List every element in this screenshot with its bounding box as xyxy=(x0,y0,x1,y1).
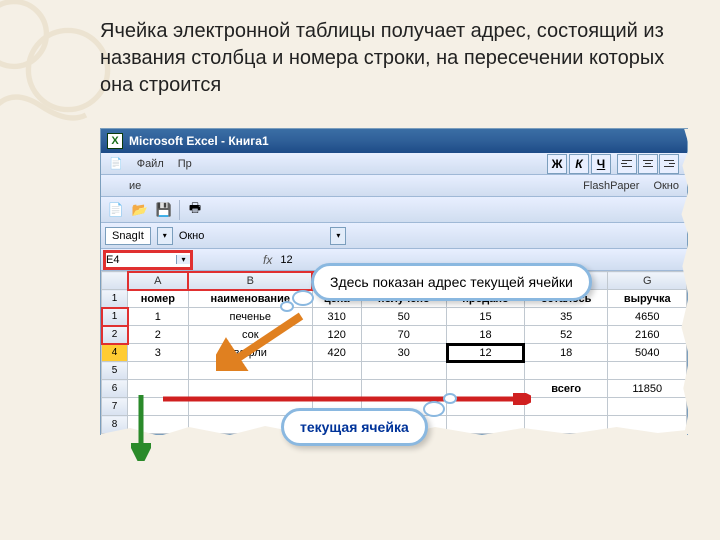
cell[interactable]: 3 xyxy=(128,344,189,362)
menu-doc-icon: 📄 xyxy=(109,157,123,170)
cell[interactable] xyxy=(447,362,525,380)
row-header-4[interactable]: 4 xyxy=(102,344,128,362)
callout-current-cell: текущая ячейка xyxy=(281,408,428,446)
cell[interactable]: 2160 xyxy=(608,326,687,344)
excel-screenshot: X Microsoft Excel - Книга1 📄 Файл Пр Ж К… xyxy=(100,128,688,435)
cell[interactable] xyxy=(361,362,447,380)
name-box-value: E4 xyxy=(106,254,119,266)
menu-window[interactable]: Окно xyxy=(653,180,679,192)
row-header[interactable]: 1 xyxy=(102,290,128,308)
cell[interactable]: 30 xyxy=(361,344,447,362)
cell[interactable] xyxy=(312,362,361,380)
col-header-a[interactable]: A xyxy=(128,272,189,290)
align-left-button[interactable] xyxy=(617,154,637,174)
new-icon[interactable]: 📄 xyxy=(105,199,127,221)
row-header[interactable]: 6 xyxy=(102,380,128,398)
cell[interactable] xyxy=(447,416,525,434)
row-header[interactable]: 1 xyxy=(102,308,128,326)
print-icon[interactable]: 🖶 xyxy=(184,199,206,221)
toolbar-standard: 📄 📂 💾 🖶 xyxy=(101,197,687,223)
table-row: 1 1 печенье 310 50 15 35 4650 xyxy=(102,308,687,326)
window-title: Microsoft Excel - Книга1 xyxy=(129,134,269,148)
bold-button[interactable]: Ж xyxy=(547,154,567,174)
italic-button[interactable]: К xyxy=(569,154,589,174)
save-icon[interactable]: 💾 xyxy=(153,199,175,221)
cell[interactable] xyxy=(128,362,189,380)
cell[interactable]: 310 xyxy=(312,308,361,326)
snagit-window[interactable]: Окно xyxy=(179,230,205,242)
menu-pr[interactable]: Пр xyxy=(178,158,192,170)
spreadsheet-grid: A B C D E F G 1 номер наименование цена … xyxy=(101,271,687,434)
menu-bar: 📄 Файл Пр Ж К Ч xyxy=(101,153,687,175)
cell[interactable]: 18 xyxy=(524,344,608,362)
table-row: 2 2 сок 120 70 18 52 2160 xyxy=(102,326,687,344)
row-header[interactable]: 2 xyxy=(102,326,128,344)
active-cell-e4[interactable]: 12 xyxy=(447,344,525,362)
cell[interactable]: 70 xyxy=(361,326,447,344)
cell[interactable] xyxy=(608,398,687,416)
cell[interactable]: 18 xyxy=(447,326,525,344)
table-row: 4 3 вафли 420 30 12 18 5040 xyxy=(102,344,687,362)
cell[interactable]: выручка xyxy=(608,290,687,308)
row-header[interactable]: 7 xyxy=(102,398,128,416)
cell[interactable] xyxy=(524,362,608,380)
select-all-corner[interactable] xyxy=(102,272,128,290)
row-header[interactable]: 5 xyxy=(102,362,128,380)
cell[interactable] xyxy=(524,398,608,416)
cell[interactable]: 1 xyxy=(128,308,189,326)
snagit-dropdown2-icon[interactable]: ▾ xyxy=(330,227,346,245)
total-label[interactable]: всего xyxy=(524,380,608,398)
name-box-dropdown-icon[interactable]: ▾ xyxy=(176,255,190,264)
callout-address: Здесь показан адрес текущей ячейки xyxy=(311,263,592,301)
row-header[interactable]: 8 xyxy=(102,416,128,434)
arrow-orange-icon xyxy=(216,311,306,371)
col-header-b[interactable]: B xyxy=(188,272,312,290)
snagit-dropdown-icon[interactable]: ▾ xyxy=(157,227,173,245)
cell[interactable]: 2 xyxy=(128,326,189,344)
cell[interactable] xyxy=(608,362,687,380)
arrow-green-icon xyxy=(131,393,151,461)
cell[interactable]: 35 xyxy=(524,308,608,326)
page-title: Ячейка электронной таблицы получает адре… xyxy=(100,18,690,99)
formula-value: 12 xyxy=(280,254,292,266)
cell[interactable]: 15 xyxy=(447,308,525,326)
cell[interactable]: 50 xyxy=(361,308,447,326)
fx-label[interactable]: fx xyxy=(263,253,272,267)
underline-button[interactable]: Ч xyxy=(591,154,611,174)
arrow-red-icon xyxy=(161,393,531,405)
excel-app-icon: X xyxy=(107,133,123,149)
open-icon[interactable]: 📂 xyxy=(129,199,151,221)
cell[interactable]: 120 xyxy=(312,326,361,344)
align-right-button[interactable] xyxy=(659,154,679,174)
cell[interactable]: 4650 xyxy=(608,308,687,326)
col-header-g[interactable]: G xyxy=(608,272,687,290)
cell[interactable]: 5040 xyxy=(608,344,687,362)
window-titlebar: X Microsoft Excel - Книга1 xyxy=(101,129,687,153)
total-value[interactable]: 11850 xyxy=(608,380,687,398)
cell[interactable]: 420 xyxy=(312,344,361,362)
cell[interactable]: номер xyxy=(128,290,189,308)
menu-ie[interactable]: ие xyxy=(129,180,141,192)
cell[interactable]: 52 xyxy=(524,326,608,344)
menu-file[interactable]: Файл xyxy=(137,158,164,170)
toolbar-snagit: SnagIt ▾ Окно ▾ xyxy=(101,223,687,249)
name-box[interactable]: E4 ▾ xyxy=(103,250,193,270)
cell[interactable] xyxy=(608,416,687,434)
menu-bar-2: ие FlashPaper Окно xyxy=(101,175,687,197)
table-row: 5 xyxy=(102,362,687,380)
snagit-label[interactable]: SnagIt xyxy=(105,227,151,245)
align-center-button[interactable] xyxy=(638,154,658,174)
cell[interactable] xyxy=(524,416,608,434)
menu-flashpaper[interactable]: FlashPaper xyxy=(583,180,639,192)
